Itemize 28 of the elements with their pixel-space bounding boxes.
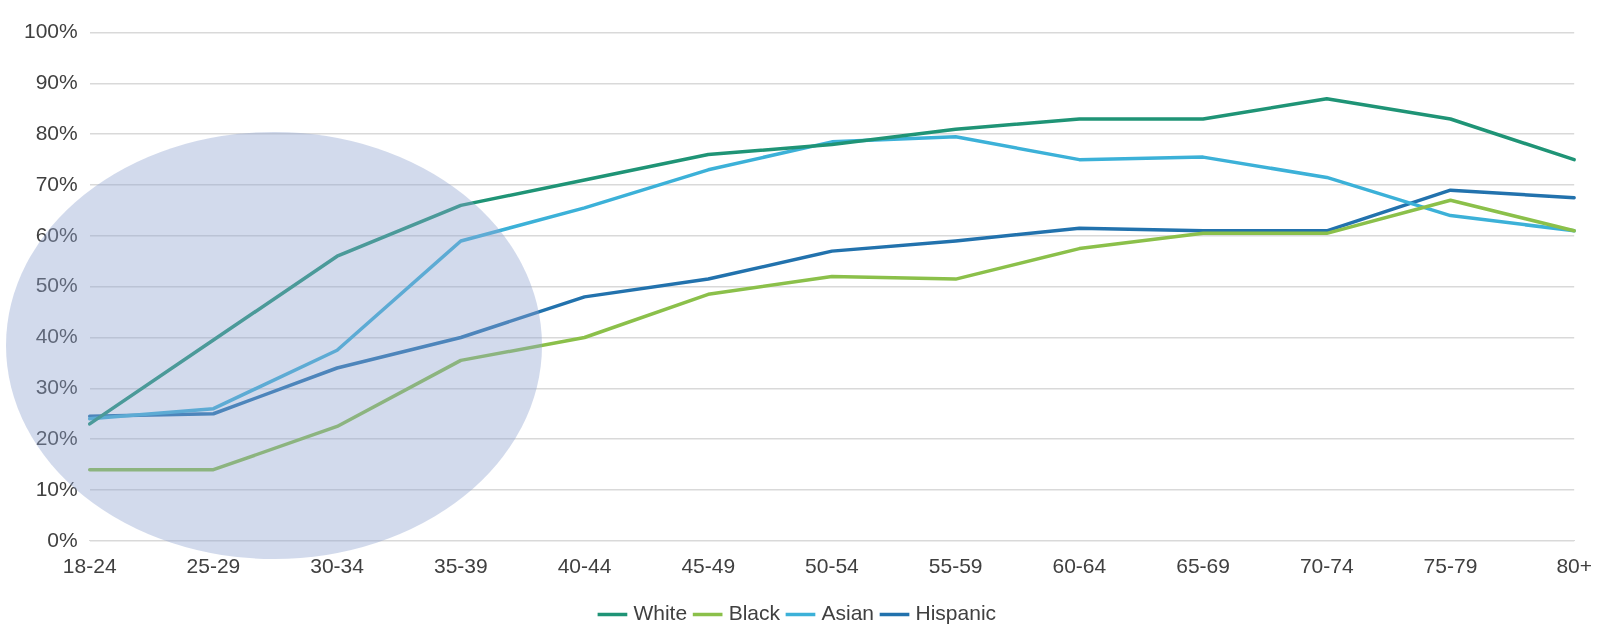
x-tick-label: 25-29	[186, 554, 241, 578]
y-tick-label: 60%	[35, 222, 78, 246]
x-tick-label: 30-34	[310, 554, 365, 578]
legend-label: Asian	[821, 601, 875, 625]
x-tick-label: 35-39	[433, 554, 488, 578]
x-tick-label: 18-24	[62, 554, 117, 578]
x-tick-label: 60-64	[1052, 554, 1107, 578]
y-tick-label: 40%	[35, 324, 78, 348]
x-tick-label: 80+	[1556, 554, 1592, 578]
x-tick-label: 45-49	[681, 554, 736, 578]
y-tick-label: 80%	[35, 121, 78, 145]
y-tick-label: 100%	[23, 19, 78, 43]
y-tick-label: 10%	[35, 476, 78, 500]
y-tick-label: 90%	[35, 70, 78, 94]
x-tick-label: 40-44	[557, 554, 612, 578]
x-tick-label: 65-69	[1176, 554, 1230, 578]
legend-label: White	[633, 601, 688, 625]
y-tick-label: 30%	[35, 375, 78, 399]
x-tick-label: 75-79	[1423, 554, 1478, 578]
y-tick-label: 20%	[35, 425, 78, 449]
y-tick-label: 70%	[35, 171, 78, 195]
legend-label: Hispanic	[915, 601, 997, 625]
x-tick-label: 50-54	[805, 554, 860, 578]
y-tick-label: 0%	[47, 527, 78, 551]
x-tick-label: 70-74	[1299, 554, 1354, 578]
y-tick-label: 50%	[35, 273, 78, 297]
legend-label: Black	[728, 601, 781, 625]
x-tick-label: 55-59	[928, 554, 983, 578]
